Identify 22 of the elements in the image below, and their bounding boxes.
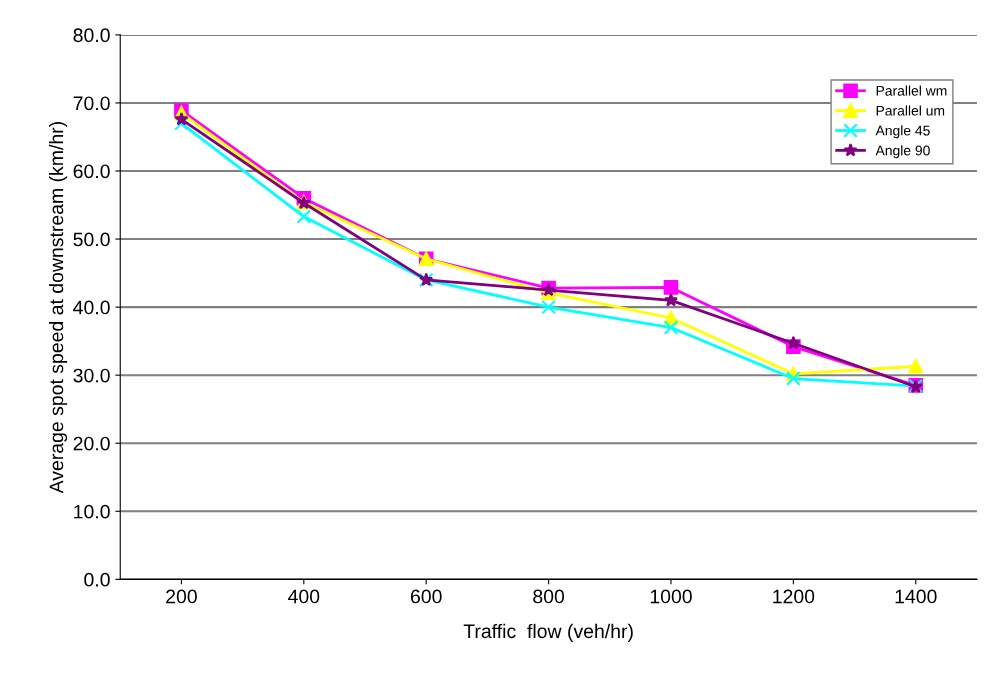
y-tick-label: 60.0 bbox=[73, 164, 110, 179]
x-axis-title: Traffic flow (veh/hr) bbox=[463, 623, 633, 642]
x-tick-label: 200 bbox=[166, 589, 197, 604]
x-tick-label: 1000 bbox=[650, 589, 692, 604]
y-tick-label: 40.0 bbox=[73, 300, 110, 315]
x-tick-label: 600 bbox=[410, 589, 442, 604]
y-tick-label: 10.0 bbox=[74, 504, 110, 519]
y-tick-label: 20.0 bbox=[73, 436, 110, 451]
legend-label: Angle 45 bbox=[875, 125, 930, 139]
y-axis-title: Average spot speed at downstream (km/hr) bbox=[49, 122, 68, 494]
y-tick-label: 50.0 bbox=[73, 232, 110, 247]
legend-label: Parallel wm bbox=[876, 85, 947, 96]
x-tick-label: 1200 bbox=[773, 589, 815, 604]
x-tick-label: 800 bbox=[533, 589, 565, 604]
x-tick-label: 400 bbox=[288, 589, 320, 604]
legend-label: Parallel um bbox=[876, 105, 945, 116]
y-tick-label: 80.0 bbox=[73, 28, 110, 43]
y-tick-label: 0.0 bbox=[84, 572, 110, 587]
y-tick-label: 70.0 bbox=[73, 96, 110, 111]
y-tick-label: 30.0 bbox=[73, 368, 110, 383]
x-tick-label: 1400 bbox=[895, 589, 937, 604]
legend-label: Angle 90 bbox=[875, 145, 930, 159]
